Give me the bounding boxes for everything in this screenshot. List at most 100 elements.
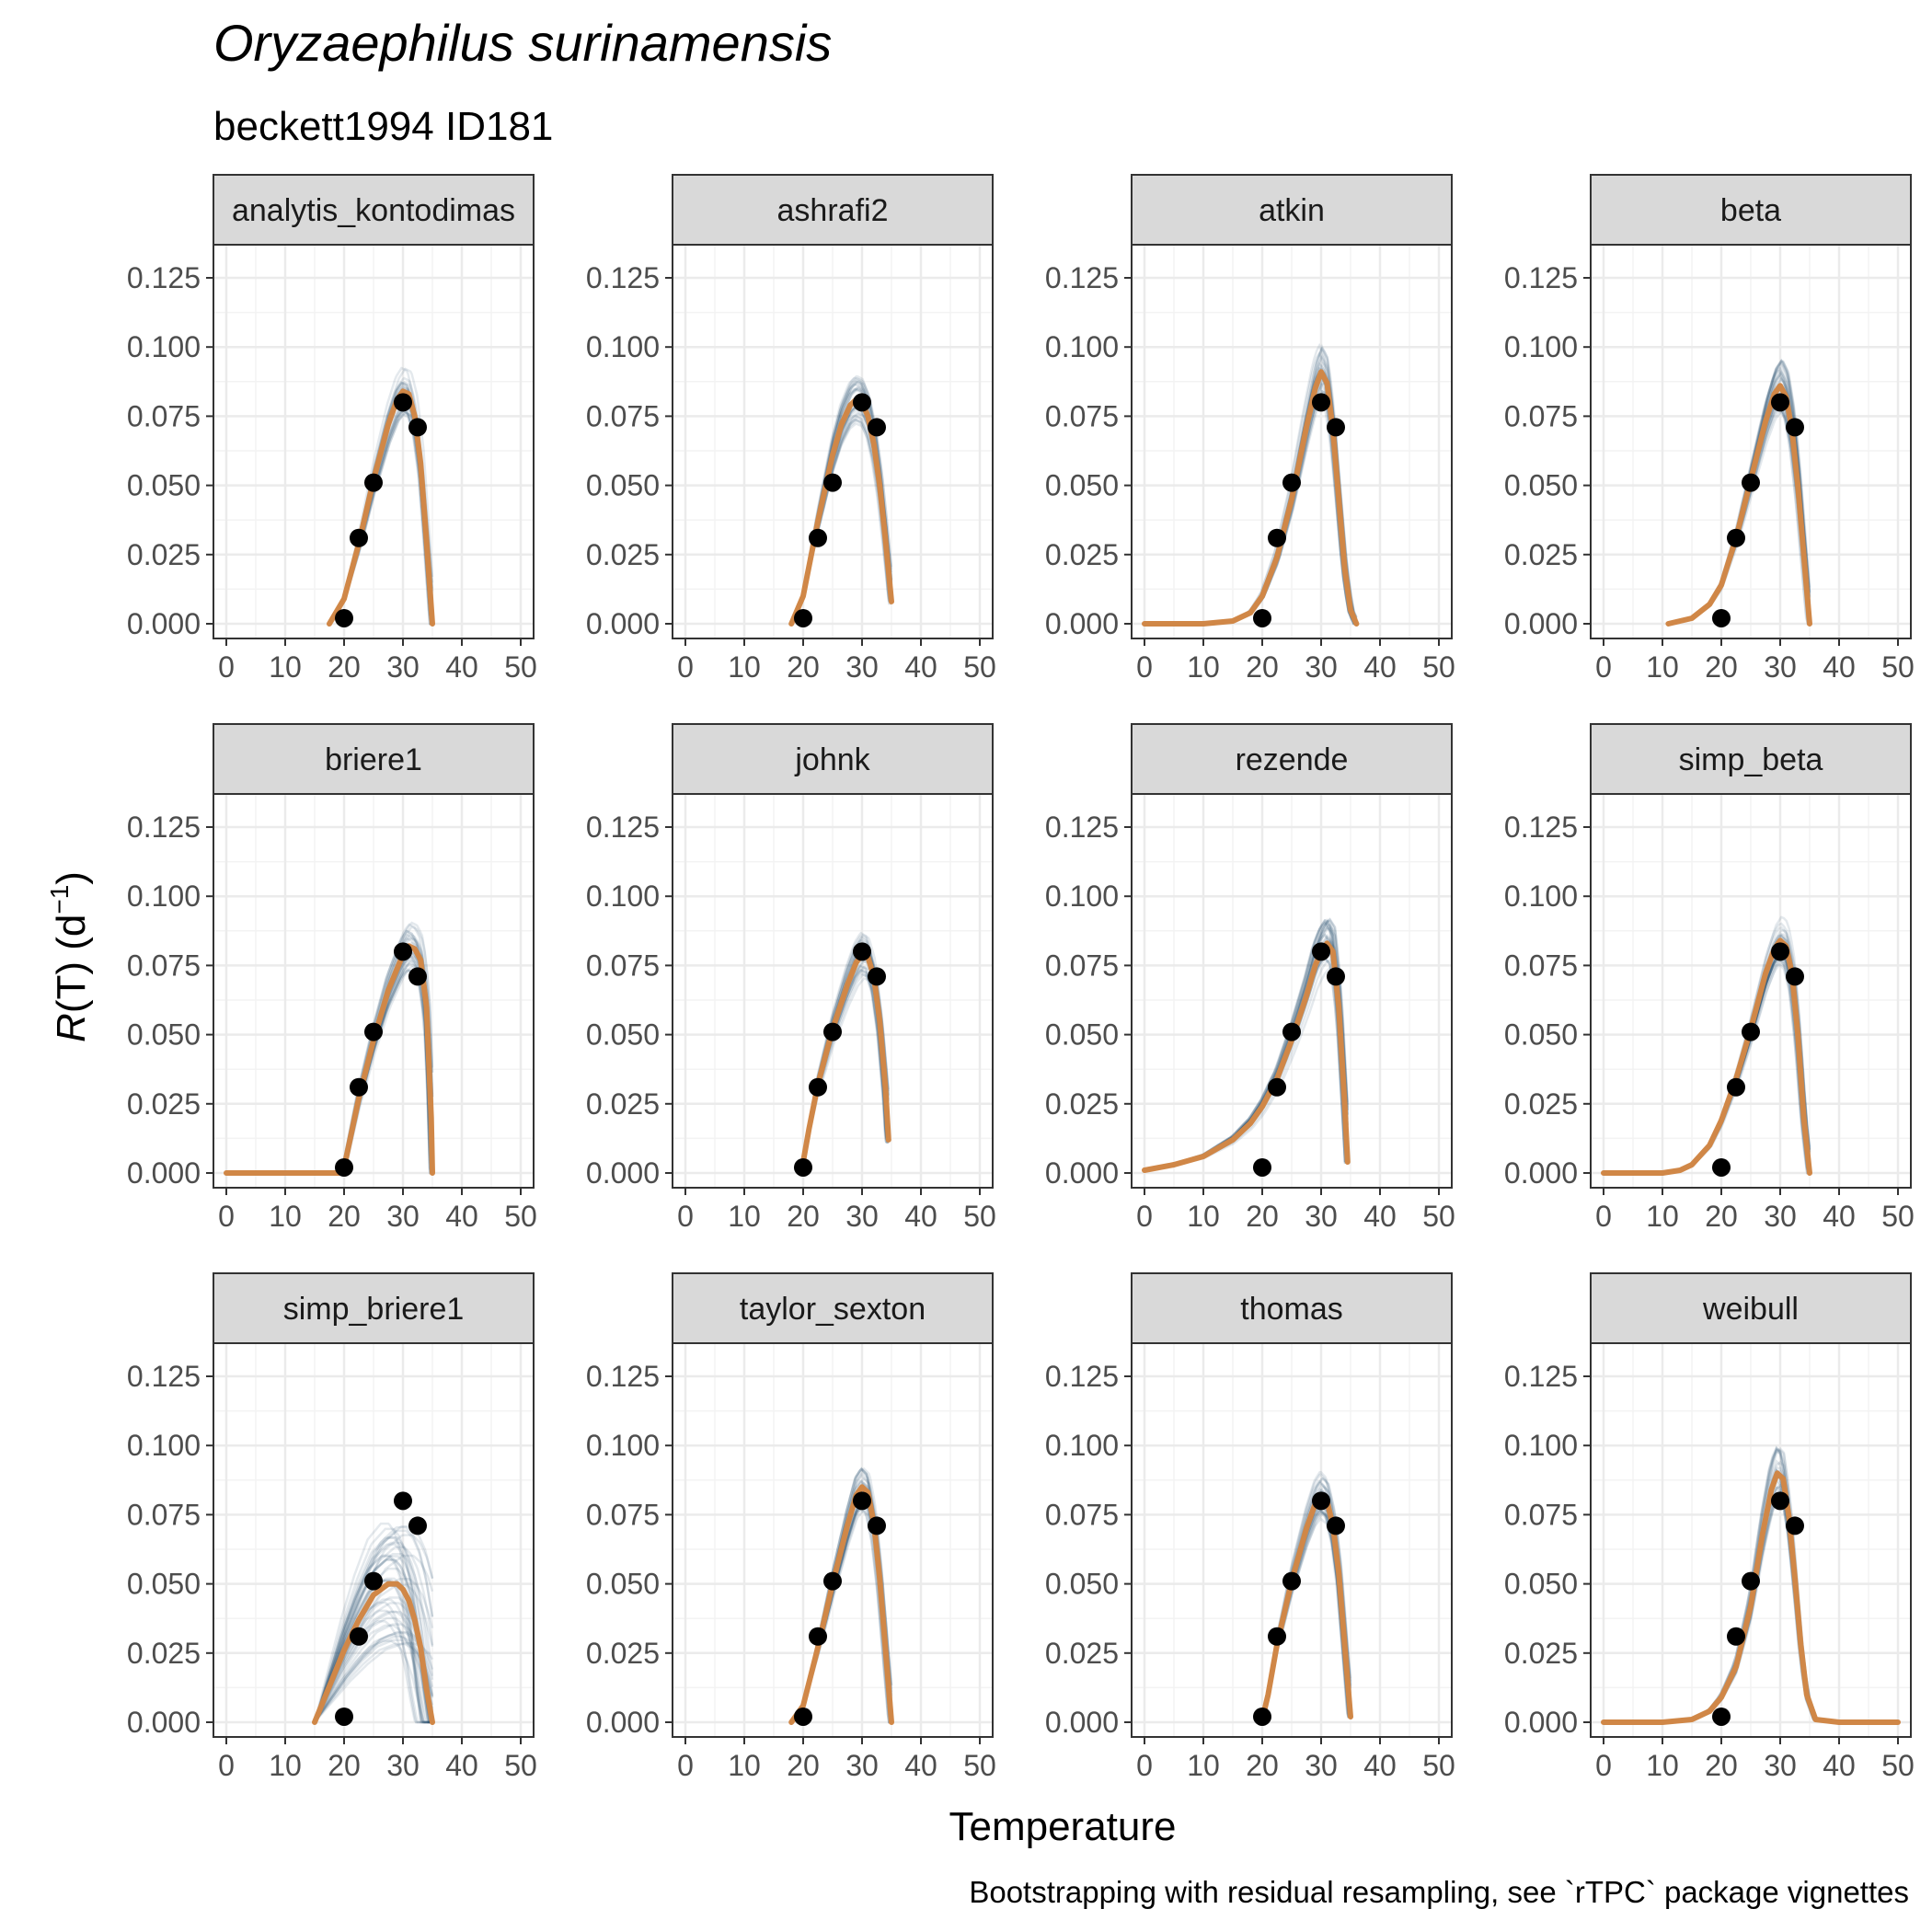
panel-border	[213, 1342, 535, 1738]
observed-point	[1727, 528, 1745, 547]
x-tick-label: 50	[1881, 650, 1915, 684]
y-tick-label: 0.000	[1045, 1156, 1119, 1190]
observed-point	[1312, 942, 1330, 961]
x-tick-label: 40	[904, 1200, 937, 1233]
observed-point	[794, 608, 812, 627]
y-tick-label: 0.025	[127, 1637, 201, 1670]
facet-strip	[672, 174, 994, 246]
panel-border	[1131, 793, 1453, 1189]
observed-point	[1786, 418, 1804, 437]
y-tick-label: 0.000	[586, 607, 660, 640]
fitted-curve	[1142, 369, 1360, 627]
bootstrap-curve	[313, 1639, 432, 1724]
y-tick-label: 0.100	[586, 1429, 660, 1462]
observed-point	[1282, 473, 1301, 492]
y-tick-label: 0.075	[1045, 399, 1119, 432]
x-tick-label: 0	[1136, 1200, 1153, 1233]
bootstrap-curve	[313, 1630, 434, 1723]
y-tick-label: 0.050	[127, 1568, 201, 1601]
y-tick-label: 0.050	[1045, 469, 1119, 502]
y-tick-label: 0.050	[1045, 1018, 1119, 1052]
facet-panel-rezende: rezende 0.000 0.025 0.050 0.075 0.100 0.125 0 10…	[1045, 723, 1455, 1233]
x-tick-label: 0	[218, 1200, 235, 1233]
facet-strip-label: atkin	[1259, 193, 1325, 228]
x-tick-label: 20	[1246, 650, 1279, 684]
y-tick-label: 0.100	[1504, 880, 1578, 913]
panel-border	[672, 244, 994, 639]
observed-point	[794, 1707, 812, 1726]
bootstrap-curve	[313, 1639, 434, 1723]
y-tick-label: 0.025	[127, 538, 201, 571]
observed-point	[1742, 1022, 1760, 1041]
x-tick-label: 40	[1823, 650, 1856, 684]
observed-point	[1268, 528, 1286, 547]
observed-point	[853, 1491, 871, 1511]
y-tick-label: 0.075	[1504, 399, 1578, 432]
fitted-curve	[1665, 383, 1812, 627]
x-tick-label: 50	[504, 1749, 537, 1782]
x-tick-label: 30	[1764, 1200, 1797, 1233]
observed-point	[350, 528, 368, 547]
x-tick-label: 10	[1187, 1749, 1220, 1782]
x-tick-label: 20	[1246, 1749, 1279, 1782]
facet-panel-simp_beta: simp_beta 0.000 0.025 0.050 0.075 0.100 0.125 0…	[1504, 723, 1915, 1233]
bootstrap-curve	[313, 1529, 434, 1723]
y-tick-label: 0.025	[1504, 1637, 1578, 1670]
x-tick-label: 10	[269, 650, 302, 684]
x-tick-label: 30	[386, 650, 420, 684]
panel-border	[672, 1342, 994, 1738]
observed-point	[853, 942, 871, 961]
x-tick-label: 20	[787, 1200, 820, 1233]
x-tick-label: 40	[904, 1749, 937, 1782]
y-tick-label: 0.125	[586, 261, 660, 294]
x-tick-label: 20	[1705, 1749, 1738, 1782]
y-tick-label: 0.050	[586, 469, 660, 502]
observed-point	[394, 942, 412, 961]
y-tick-label: 0.050	[586, 1568, 660, 1601]
observed-point	[809, 528, 827, 547]
y-tick-label: 0.125	[1045, 261, 1119, 294]
x-tick-label: 30	[386, 1200, 420, 1233]
x-tick-label: 40	[1823, 1200, 1856, 1233]
chart-subtitle: beckett1994 ID181	[213, 104, 553, 149]
facet-strip	[1131, 1272, 1453, 1344]
observed-point	[823, 1571, 842, 1591]
facet-panel-taylor_sexton: taylor_sexton 0.000 0.025 0.050 0.075 0.100 0.…	[586, 1272, 996, 1782]
x-tick-label: 20	[1705, 1200, 1738, 1233]
observed-point	[1327, 967, 1345, 986]
facet-strip-label: beta	[1720, 193, 1781, 228]
y-tick-label: 0.075	[127, 1498, 201, 1531]
y-tick-label: 0.025	[586, 1087, 660, 1121]
observed-point	[823, 473, 842, 492]
x-tick-label: 40	[1363, 650, 1397, 684]
x-tick-label: 50	[963, 650, 996, 684]
panel-border	[1131, 1342, 1453, 1738]
facet-strip	[1590, 1272, 1912, 1344]
y-tick-label: 0.025	[1045, 1087, 1119, 1121]
observed-point	[809, 1627, 827, 1646]
chart-title: Oryzaephilus surinamensis	[213, 14, 832, 72]
observed-point	[408, 1516, 427, 1535]
observed-point	[394, 393, 412, 412]
bootstrap-curve	[314, 1642, 434, 1723]
x-tick-label: 10	[728, 650, 761, 684]
panel-border	[1590, 793, 1912, 1189]
observed-point	[408, 967, 427, 986]
facet-panel-ashrafi2: ashrafi2 0.000 0.025 0.050 0.075 0.100 0.125 0 1…	[586, 174, 996, 684]
x-tick-label: 10	[1187, 650, 1220, 684]
x-tick-label: 30	[845, 1749, 879, 1782]
chart-caption: Bootstrapping with residual resampling, …	[969, 1875, 1909, 1909]
x-tick-label: 50	[1422, 1749, 1455, 1782]
facet-panel-atkin: atkin 0.000 0.025 0.050 0.075 0.100 0.125 0 10 20…	[1045, 174, 1455, 684]
x-tick-label: 30	[1305, 650, 1338, 684]
y-tick-label: 0.100	[586, 880, 660, 913]
bootstrap-curve	[313, 1541, 434, 1723]
y-axis-title-rest: (T) (d	[49, 914, 94, 1014]
panel-border	[1590, 1342, 1912, 1738]
y-tick-label: 0.100	[127, 880, 201, 913]
x-tick-label: 50	[963, 1749, 996, 1782]
x-tick-label: 30	[1764, 650, 1797, 684]
facet-panel-analytis_kontodimas: analytis_kontodimas 0.000 0.025 0.050 0.075 0…	[127, 174, 537, 684]
x-tick-label: 10	[1187, 1200, 1220, 1233]
